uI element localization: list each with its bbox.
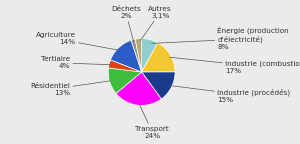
- Text: Déchets
2%: Déchets 2%: [111, 6, 141, 41]
- Wedge shape: [110, 40, 142, 72]
- Wedge shape: [131, 39, 142, 72]
- Wedge shape: [142, 39, 158, 72]
- Text: Transport
24%: Transport 24%: [135, 104, 169, 139]
- Text: Résidentiel
13%: Résidentiel 13%: [30, 81, 111, 96]
- Wedge shape: [135, 39, 142, 72]
- Text: Énergie (production
d'électricité)
8%: Énergie (production d'électricité) 8%: [152, 27, 289, 50]
- Text: Industrie (combustion)
17%: Industrie (combustion) 17%: [170, 57, 300, 74]
- Text: Tertiaire
4%: Tertiaire 4%: [41, 56, 110, 69]
- Wedge shape: [108, 68, 142, 93]
- Wedge shape: [142, 72, 175, 99]
- Wedge shape: [116, 72, 161, 105]
- Wedge shape: [142, 43, 175, 72]
- Wedge shape: [108, 60, 142, 72]
- Text: Agriculture
14%: Agriculture 14%: [36, 32, 118, 50]
- Text: Industrie (procédés)
15%: Industrie (procédés) 15%: [171, 86, 290, 103]
- Text: Autres
3,1%: Autres 3,1%: [140, 6, 172, 40]
